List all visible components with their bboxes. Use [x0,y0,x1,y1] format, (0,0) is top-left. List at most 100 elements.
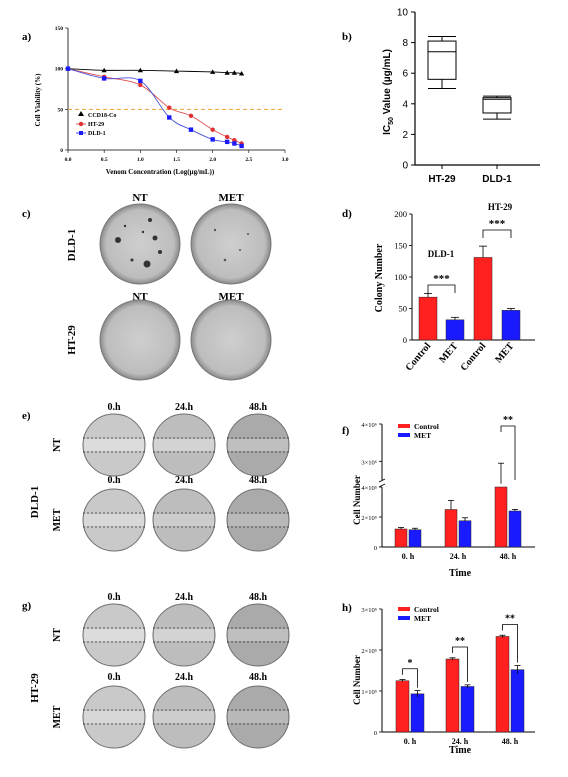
f-bar [408,529,422,548]
b-y-tick-label: 0 [402,161,408,172]
a-point-ccd18co [231,70,237,75]
f-significance-bracket [500,425,516,480]
f-y-tick-label: 2×10⁵ [361,515,377,522]
d-significance-bracket [427,284,456,293]
d-significance-stars: *** [489,218,506,230]
d-group-label-ht29: HT-29 [488,202,513,212]
panel-a-xlabel: Venom Concentration (Log(µg/mL)) [106,168,215,176]
h-bar [445,658,460,733]
h-category-label: 24. h [452,737,469,746]
d-y-tick-label: 150 [394,241,407,251]
legend-ccd18co: CCD18-Co [88,113,116,119]
panel-f-xlabel: Time [449,568,472,579]
panel-c-colony-images: c) NT MET NT MET DLD-1 HT-29 [22,192,272,381]
b-y-tick-label: 4 [402,99,408,110]
h-legend-label: Control [414,605,439,614]
a-point-ccd18co [224,70,230,75]
wound-e-cell-line: DLD-1 [29,486,41,518]
wound-e-time-label-2: 24.h [175,475,194,486]
d-y-tick-label: 200 [394,209,407,219]
f-y-tick-label: 0 [374,545,377,552]
panel-a-ylabel: Cell Viability (%) [34,73,42,127]
a-x-tick-label: 0.0 [65,157,72,163]
a-point-ccd18co [101,67,107,73]
colony-col-label-nt: NT [132,192,148,204]
panel-c-letter: c) [22,208,31,220]
wound-g-time-label-2: 48.h [249,672,268,683]
f-bar-lower [494,486,508,548]
panel-e-letter: e) [22,410,31,422]
f-legend-swatch [398,433,410,437]
a-x-tick-label: 3.0 [282,157,289,163]
a-point-dld1 [167,115,172,120]
wound-g-row-label: NT [52,628,63,642]
a-point-ccd18co [173,68,180,74]
h-significance-bracket [502,624,518,663]
d-category-label: MET [493,341,516,366]
panel-h-xlabel: Time [449,745,472,756]
wound-g-scratch-gap [84,629,144,641]
h-y-tick-label: 0 [374,730,377,737]
a-point-ccd18co [239,70,245,76]
b-y-tick-label: 6 [402,69,408,80]
panel-h-ylabel: Cell Number [352,655,362,705]
a-point-dld1 [65,66,71,71]
wound-e-dish [226,488,290,552]
h-significance-bracket [452,646,468,682]
wound-e-time-label: 48.h [249,402,268,413]
b-y-tick-label: 8 [402,38,408,49]
wound-e-scratch-gap [228,439,288,451]
h-significance-stars: * [408,658,413,669]
a-x-tick-label: 1.5 [173,157,180,163]
b-category-label: DLD-1 [482,174,512,185]
panel-b-letter: b) [342,31,352,43]
colony-row-label-dld1: DLD-1 [66,229,78,261]
h-bar [410,693,425,733]
panel-h-letter: h) [342,602,352,614]
f-legend-label: Control [414,422,439,431]
d-y-tick-label: 0 [403,335,407,345]
a-y-tick-label: 150 [55,26,64,32]
f-y-tick-label: 3×10⁶ [361,459,377,466]
panel-b-ylabel: IC50 Value (µg/mL) [382,49,395,135]
b-category-label: HT-29 [428,174,456,185]
wound-g-dish [226,685,290,749]
h-bar [495,636,510,733]
d-significance-bracket [482,229,512,238]
d-group-label-dld1: DLD-1 [428,249,455,259]
f-bar [444,509,458,548]
f-category-label: 0. h [402,552,415,561]
wound-e-scratch-gap [154,439,214,451]
wound-g-time-label: 48.h [249,592,268,603]
f-legend-label: MET [414,431,431,440]
a-x-tick-label: 2.5 [245,157,252,163]
d-category-label: Control [459,341,489,374]
a-point-ccd18co [210,69,216,74]
a-point-dld1 [210,137,215,142]
a-curve-ccd18-co [67,68,242,74]
a-y-tick-label: 100 [55,67,64,73]
wound-g-dish [226,603,290,667]
b-y-tick-label: 10 [397,8,409,19]
d-y-tick-label: 50 [399,304,408,314]
a-point-ht29 [138,82,143,88]
wound-e-time-label: 24.h [175,402,194,413]
colony-dish-dld1-nt [99,203,181,285]
wound-g-scratch-gap [84,711,144,723]
wound-e-time-label-2: 48.h [249,475,268,486]
a-point-dld1 [232,141,237,146]
wound-e-time-label: 0.h [107,402,121,413]
panel-a-letter: a) [22,31,32,43]
a-x-tick-label: 0.5 [101,157,108,163]
panel-g-letter: g) [22,600,32,612]
wound-g-scratch-gap [154,711,214,723]
panel-d-letter: d) [342,208,352,220]
f-axis-break-mark [378,483,386,488]
h-category-label: 48. h [502,737,519,746]
a-point-ccd18co [137,67,143,73]
f-category-label: 24. h [450,552,467,561]
a-point-dld1 [101,76,107,81]
wound-g-time-label: 24.h [175,592,194,603]
d-y-tick-label: 100 [394,272,407,282]
